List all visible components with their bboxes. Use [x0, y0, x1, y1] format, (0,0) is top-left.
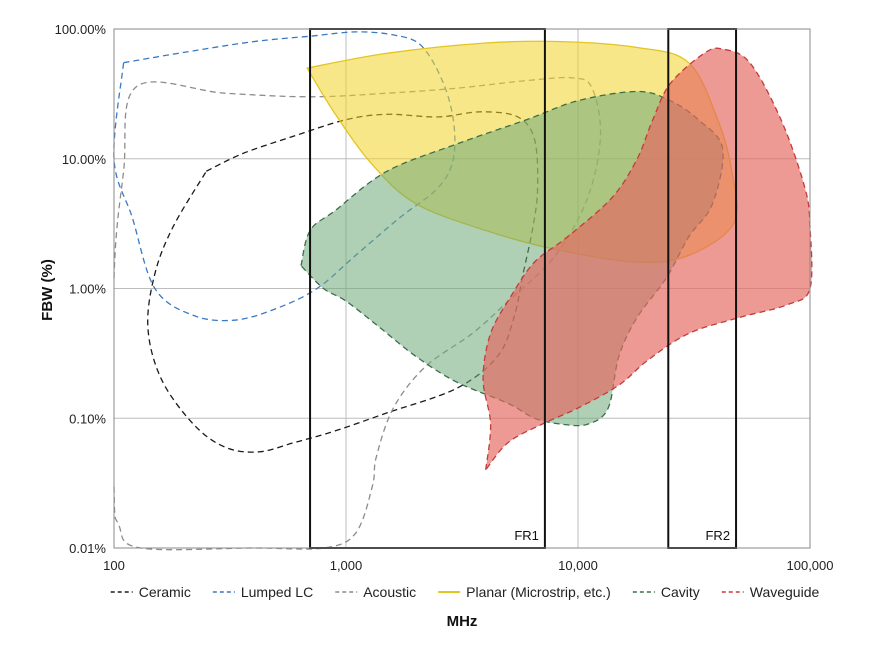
x-tick-label-3: 100,000	[787, 558, 834, 573]
band-fr2-label: FR2	[705, 528, 730, 543]
series-layer	[113, 31, 813, 551]
x-tick-label-0: 100	[103, 558, 125, 573]
y-tick-label-2: 1.00%	[69, 282, 106, 297]
legend-lumped-lc-label: Lumped LC	[241, 584, 313, 600]
x-axis-title: MHz	[447, 613, 478, 630]
band-fr1-label: FR1	[514, 528, 539, 543]
y-tick-label-3: 0.10%	[69, 411, 106, 426]
legend-waveguide-label: Waveguide	[750, 584, 820, 600]
legend-acoustic-label: Acoustic	[363, 584, 416, 600]
legend-planar-microstrip-etc-label: Planar (Microstrip, etc.)	[466, 584, 611, 600]
series-ceramic-region	[147, 111, 539, 453]
plot-frame	[113, 28, 811, 549]
x-tick-label-1: 1,000	[330, 558, 363, 573]
legend: Ceramic Lumped LC Acoustic Planar (Microstr…	[110, 584, 820, 600]
y-axis-title: FBW (%)	[39, 259, 56, 321]
legend-cavity-label: Cavity	[661, 584, 700, 600]
axes-layer: 100 1,000 10,000 100,000 100.00% 10.00% 1.00% 0…	[55, 22, 834, 573]
series-waveguide-region	[482, 47, 813, 471]
y-tick-label-4: 0.01%	[69, 541, 106, 556]
y-tick-label-0: 100.00%	[55, 22, 107, 37]
y-tick-label-1: 10.00%	[62, 152, 107, 167]
legend-ceramic-label: Ceramic	[139, 584, 191, 600]
x-tick-label-2: 10,000	[558, 558, 598, 573]
series-lumped-lc-region	[113, 31, 456, 322]
